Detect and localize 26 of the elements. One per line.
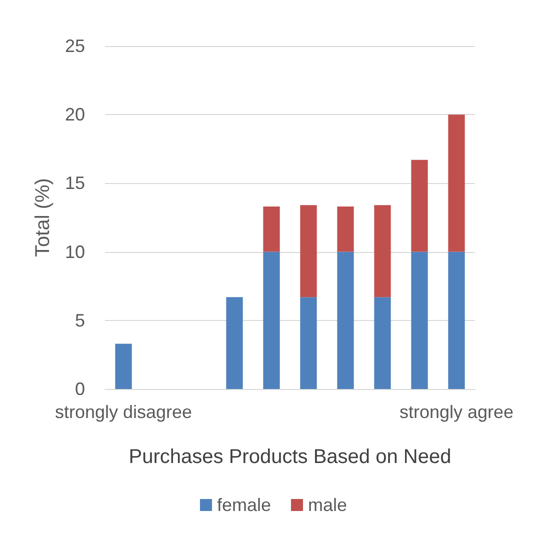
bar [374, 297, 391, 389]
bar [263, 252, 280, 389]
bar [300, 297, 317, 389]
y-tick-label: 0 [74, 379, 85, 399]
y-tick-label: 10 [64, 242, 85, 262]
bar [226, 297, 243, 389]
bar [337, 206, 354, 252]
bar [374, 205, 391, 298]
x-axis-title: Purchases Products Based on Need [128, 446, 452, 468]
y-tick-label: 25 [64, 36, 85, 56]
y-axis-title: Total (%) [32, 178, 54, 257]
y-tick-label: 5 [74, 310, 85, 330]
legend-label: male [308, 495, 348, 515]
legend-label: female [216, 495, 272, 515]
x-tick-label: strongly agree [399, 402, 514, 422]
y-tick-label: 20 [64, 104, 85, 125]
bar [411, 160, 428, 252]
bar [263, 206, 280, 252]
x-tick-label: strongly disagree [54, 402, 192, 422]
y-tick-label: 15 [64, 173, 85, 194]
bar [448, 114, 465, 252]
bar [337, 252, 354, 389]
bar [115, 344, 132, 389]
bar [411, 252, 428, 389]
bar [300, 205, 317, 298]
bar [448, 252, 465, 389]
